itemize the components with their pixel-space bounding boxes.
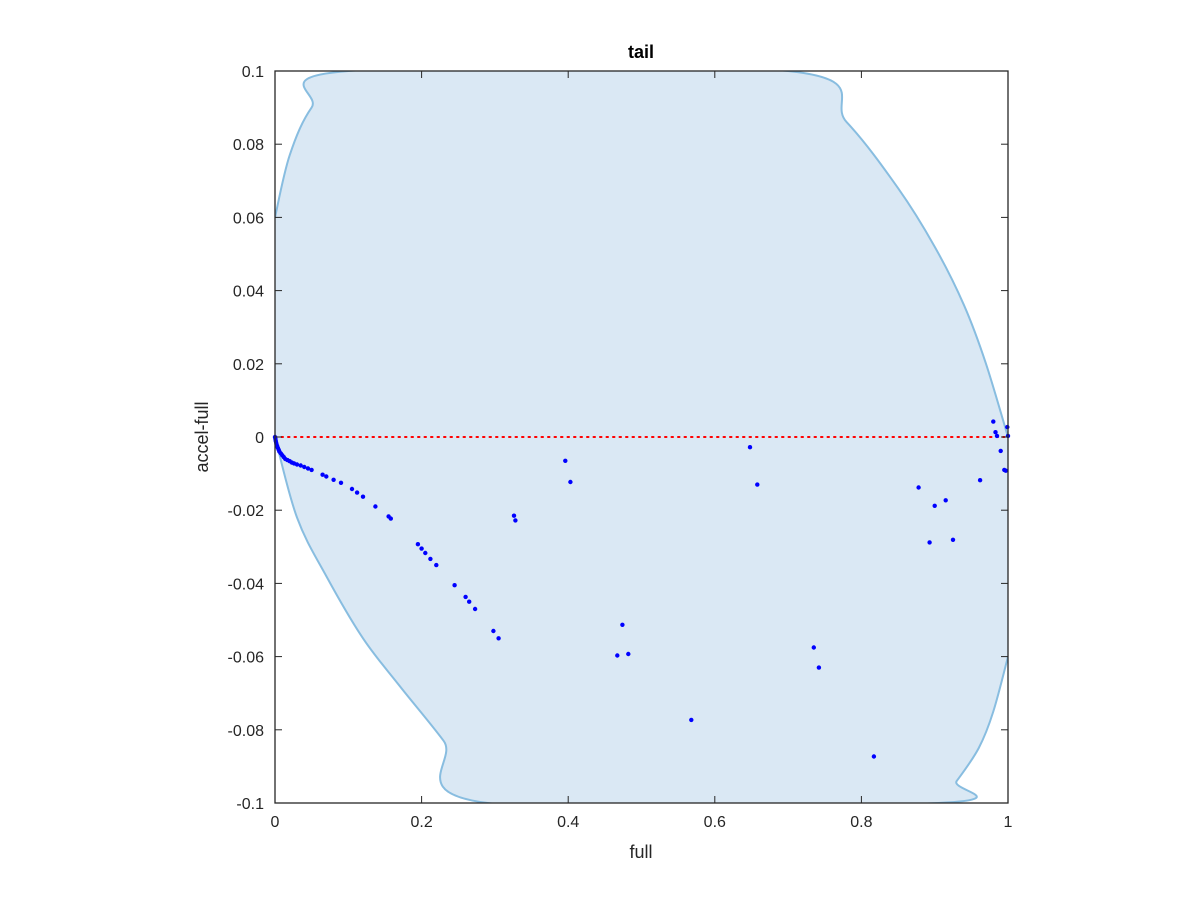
data-point bbox=[927, 540, 932, 545]
data-point bbox=[977, 478, 983, 483]
data-point bbox=[496, 636, 501, 641]
y-tick-label: 0 bbox=[255, 430, 264, 447]
data-point bbox=[415, 542, 421, 547]
data-point bbox=[305, 466, 311, 471]
data-point bbox=[423, 550, 428, 556]
y-tick-label: 0.08 bbox=[233, 137, 264, 154]
data-point bbox=[689, 717, 694, 723]
data-point bbox=[871, 754, 877, 759]
y-tick-label: 0.02 bbox=[233, 357, 264, 374]
data-point bbox=[991, 419, 996, 424]
data-point bbox=[360, 494, 366, 499]
data-point bbox=[324, 474, 329, 479]
data-point bbox=[491, 628, 496, 634]
data-point bbox=[1005, 424, 1010, 430]
data-point bbox=[434, 562, 439, 568]
data-point bbox=[298, 463, 303, 468]
x-tick-label: 0.2 bbox=[410, 814, 432, 831]
x-tick-label: 0.8 bbox=[850, 814, 872, 831]
data-point bbox=[419, 546, 424, 551]
y-tick-label: -0.1 bbox=[236, 796, 264, 813]
data-point bbox=[309, 467, 314, 473]
data-point bbox=[747, 445, 753, 450]
y-tick-label: 0.04 bbox=[233, 284, 264, 301]
data-point bbox=[994, 433, 1000, 439]
data-point bbox=[811, 645, 816, 650]
y-axis-label: accel-full bbox=[192, 401, 212, 472]
data-point bbox=[563, 458, 568, 463]
data-point bbox=[294, 462, 300, 467]
data-point bbox=[320, 472, 325, 477]
data-point bbox=[943, 498, 948, 503]
y-tick-label: 0.1 bbox=[242, 64, 264, 81]
data-point bbox=[816, 665, 822, 670]
data-point bbox=[998, 448, 1003, 454]
data-point bbox=[755, 482, 760, 487]
data-point bbox=[302, 464, 307, 470]
data-point bbox=[1003, 468, 1008, 473]
data-point bbox=[467, 599, 472, 604]
y-tick-label: -0.08 bbox=[228, 723, 265, 740]
x-tick-label: 0.4 bbox=[557, 814, 579, 831]
y-tick-label: -0.06 bbox=[228, 650, 265, 667]
data-point bbox=[452, 583, 457, 588]
data-point bbox=[950, 537, 956, 542]
data-point bbox=[349, 486, 355, 492]
data-point bbox=[916, 485, 921, 490]
data-point bbox=[620, 622, 625, 627]
data-point bbox=[993, 430, 998, 435]
data-point bbox=[428, 556, 433, 562]
chart-title: tail bbox=[628, 42, 654, 62]
data-point bbox=[932, 503, 937, 508]
y-tick-label: -0.02 bbox=[228, 503, 265, 520]
data-point bbox=[388, 516, 393, 521]
data-point bbox=[472, 606, 478, 612]
x-tick-label: 1 bbox=[1004, 814, 1013, 831]
data-point bbox=[568, 479, 573, 485]
x-tick-label: 0 bbox=[271, 814, 280, 831]
plot-area: 0 0.2 0.4 0.6 0.8 1 -0.1 -0.08 -0.06 -0.04 -0.02 0 0… bbox=[228, 64, 1013, 831]
x-axis-label: full bbox=[629, 842, 652, 862]
data-point bbox=[338, 480, 344, 485]
data-point bbox=[354, 490, 360, 495]
x-tick-label: 0.6 bbox=[704, 814, 726, 831]
data-point bbox=[615, 653, 620, 658]
data-point bbox=[373, 504, 378, 509]
data-point bbox=[331, 477, 336, 482]
data-point bbox=[511, 513, 517, 518]
data-point bbox=[513, 518, 518, 523]
region-upper-boundary bbox=[275, 71, 1008, 438]
data-point bbox=[626, 651, 631, 657]
y-tick-label: 0.06 bbox=[233, 210, 264, 227]
y-tick-label: -0.04 bbox=[228, 576, 265, 593]
data-point bbox=[463, 594, 468, 600]
